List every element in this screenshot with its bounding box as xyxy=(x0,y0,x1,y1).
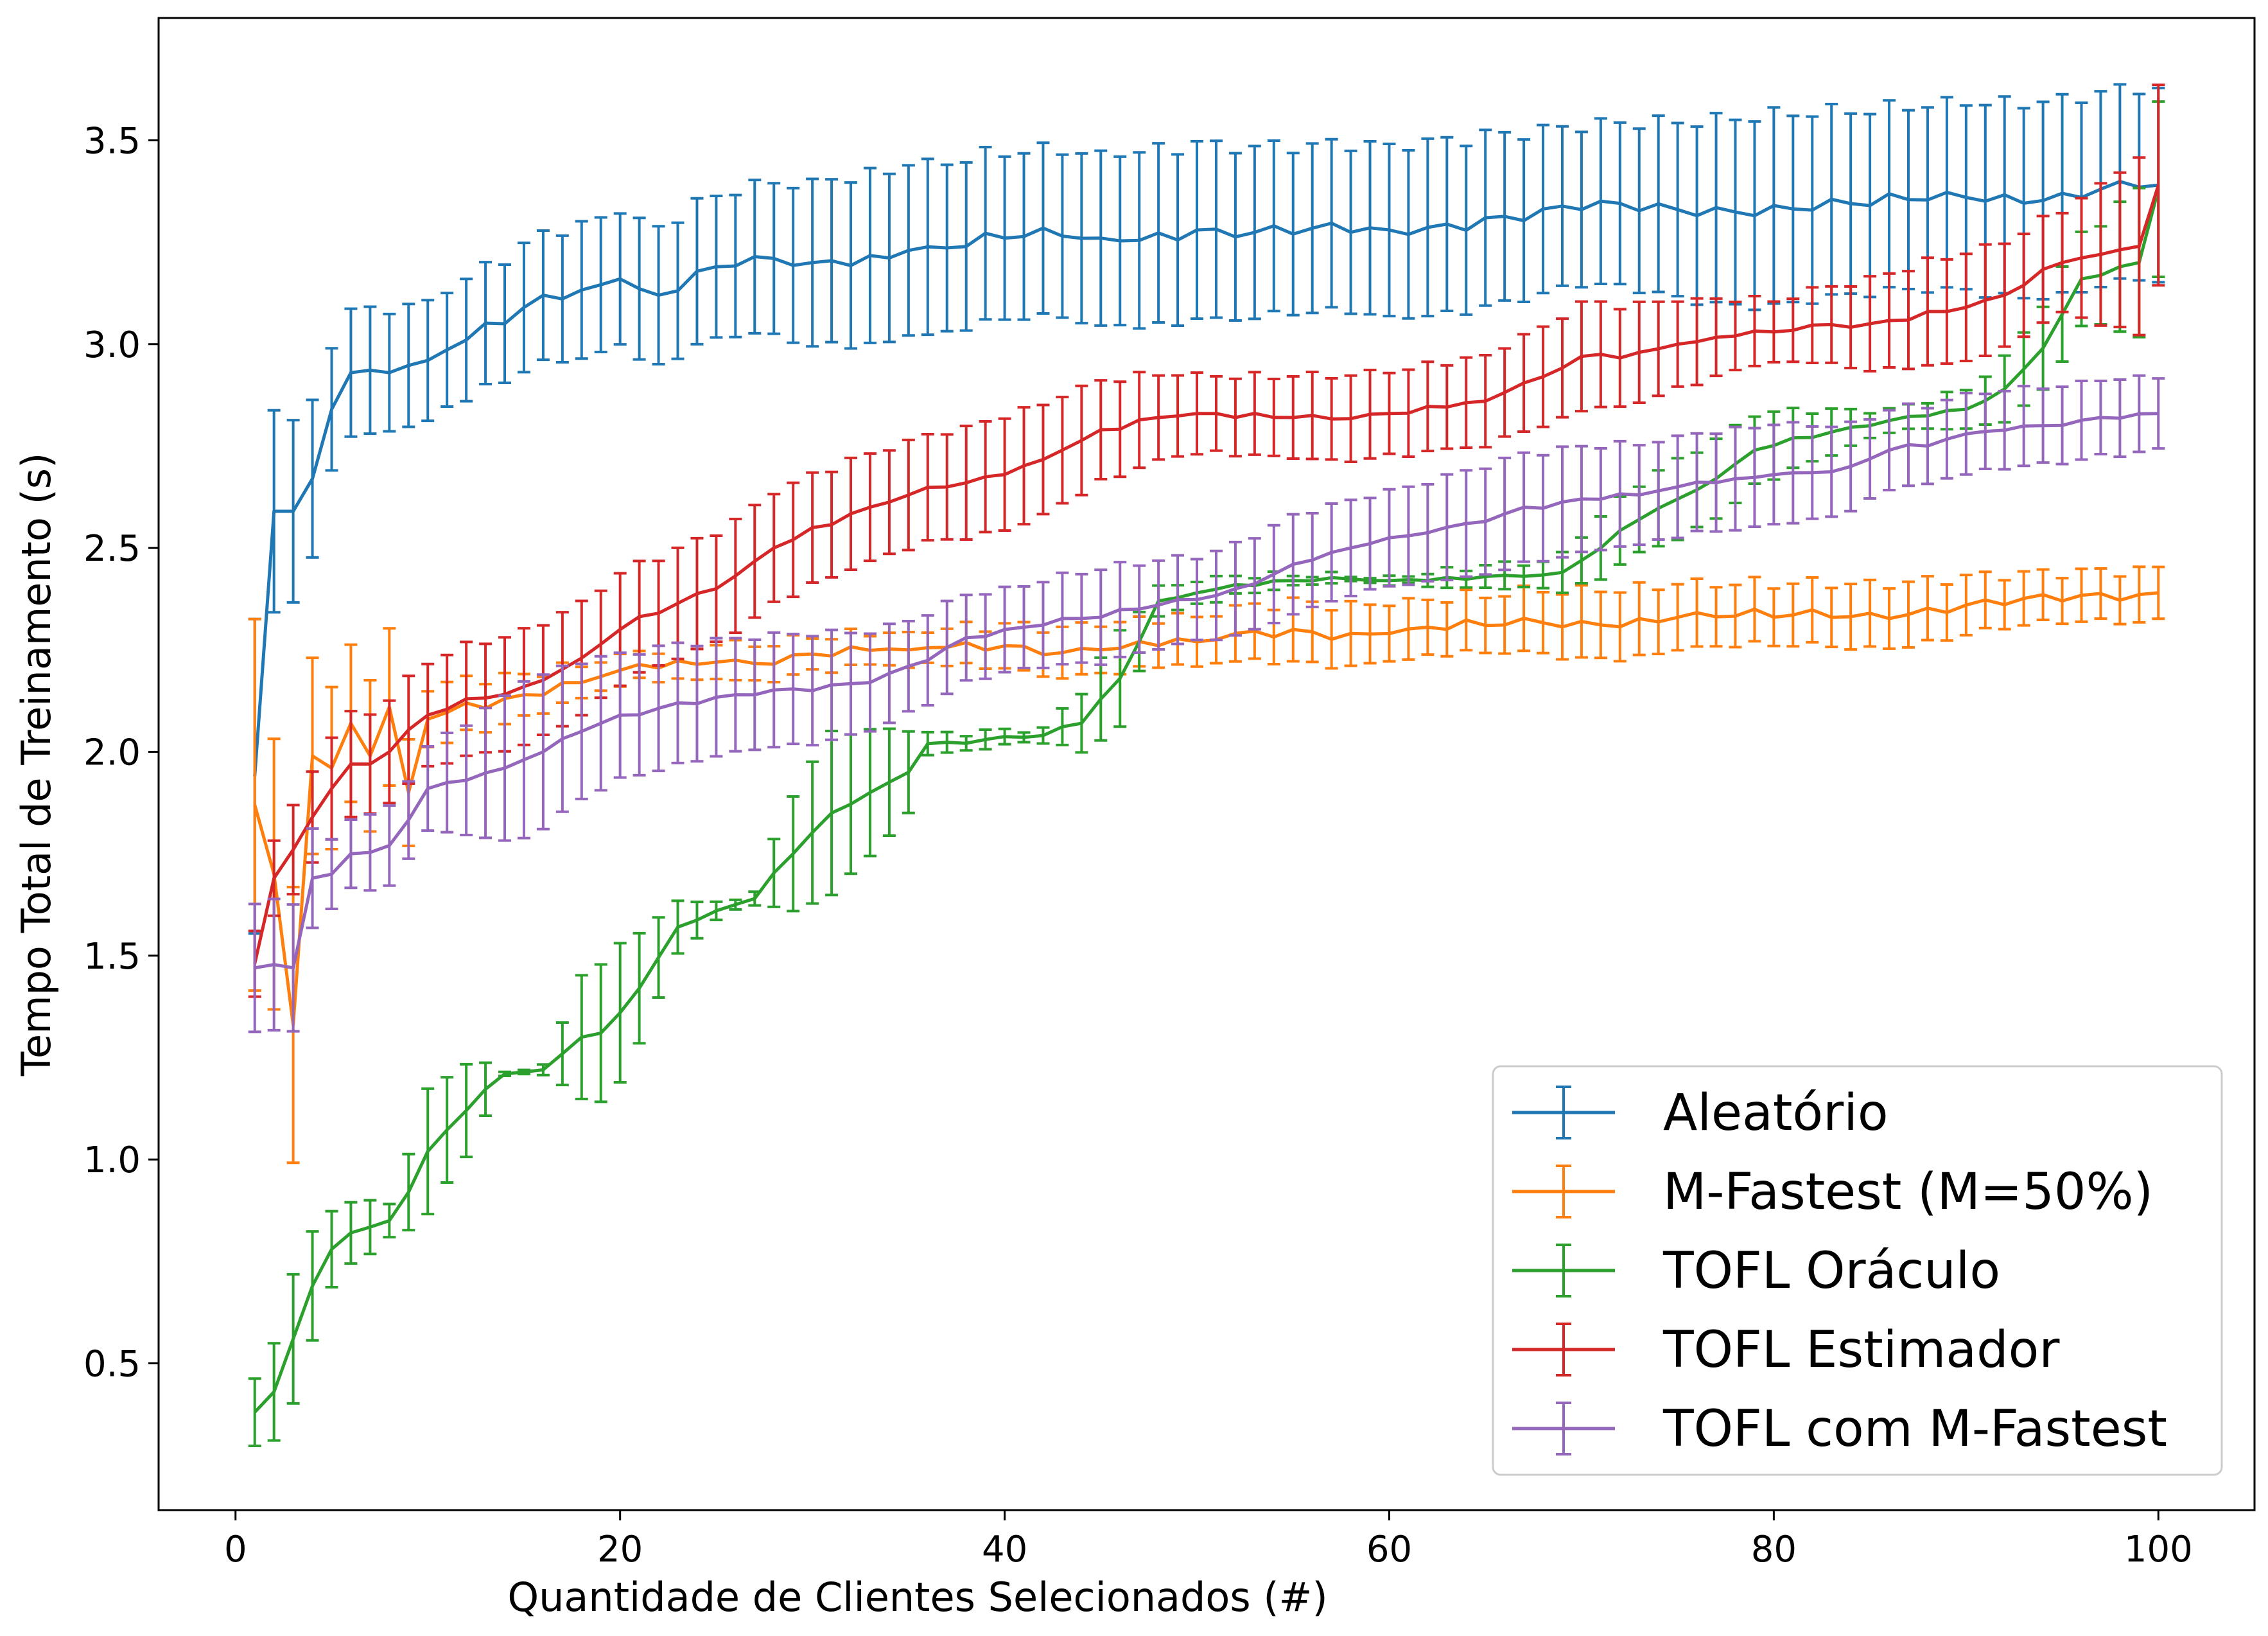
y-tick-label: 2.5 xyxy=(83,528,141,570)
y-tick-label: 3.0 xyxy=(83,324,141,366)
legend-entry: TOFL Estimador xyxy=(1512,1321,2060,1379)
legend: Aleatório M-Fastest (M=50%) TOFL Oráculo TO… xyxy=(1492,1065,2223,1476)
legend-label: TOFL com M-Fastest xyxy=(1662,1400,2167,1458)
x-axis-label: Quantidade de Clientes Selecionados (#) xyxy=(507,1574,1327,1621)
series-line xyxy=(253,188,2160,1414)
legend-label: TOFL Oráculo xyxy=(1662,1242,2000,1300)
legend-label: M-Fastest (M=50%) xyxy=(1663,1163,2153,1221)
legend-entry: TOFL com M-Fastest xyxy=(1512,1400,2167,1458)
plot-area xyxy=(248,83,2165,1448)
series-5 xyxy=(248,374,2165,1033)
plot-frame xyxy=(157,17,2256,1511)
legend-entry: Aleatório xyxy=(1512,1084,1889,1142)
x-tick-label: 20 xyxy=(597,1529,643,1570)
y-tick-label: 1.0 xyxy=(83,1139,141,1181)
x-tick-label: 60 xyxy=(1366,1529,1412,1570)
legend-box xyxy=(1492,1065,2223,1476)
y-tick-label: 3.5 xyxy=(83,120,141,162)
series-line xyxy=(253,180,2159,777)
y-tick-label: 1.5 xyxy=(83,936,141,978)
x-tick-label: 0 xyxy=(224,1529,247,1570)
series-line xyxy=(254,412,2159,970)
series-line xyxy=(253,591,2159,1027)
series-line xyxy=(253,184,2160,965)
legend-entry: M-Fastest (M=50%) xyxy=(1512,1163,2153,1221)
legend-entry: TOFL Oráculo xyxy=(1512,1242,2000,1300)
x-tick-label: 100 xyxy=(2124,1529,2193,1570)
y-axis-label: Tempo Total de Treinamento (s) xyxy=(13,453,60,1077)
axes: 0 20 40 60 80 100 0.5 1.0 1.5 2.0 2.5 3.0 3.5 xyxy=(83,120,2193,1570)
legend-label: TOFL Estimador xyxy=(1662,1321,2060,1379)
x-tick-label: 80 xyxy=(1751,1529,1797,1570)
legend-label: Aleatório xyxy=(1663,1084,1889,1142)
y-tick-label: 2.0 xyxy=(83,732,141,773)
x-tick-label: 40 xyxy=(982,1529,1027,1570)
y-tick-label: 0.5 xyxy=(83,1344,141,1385)
